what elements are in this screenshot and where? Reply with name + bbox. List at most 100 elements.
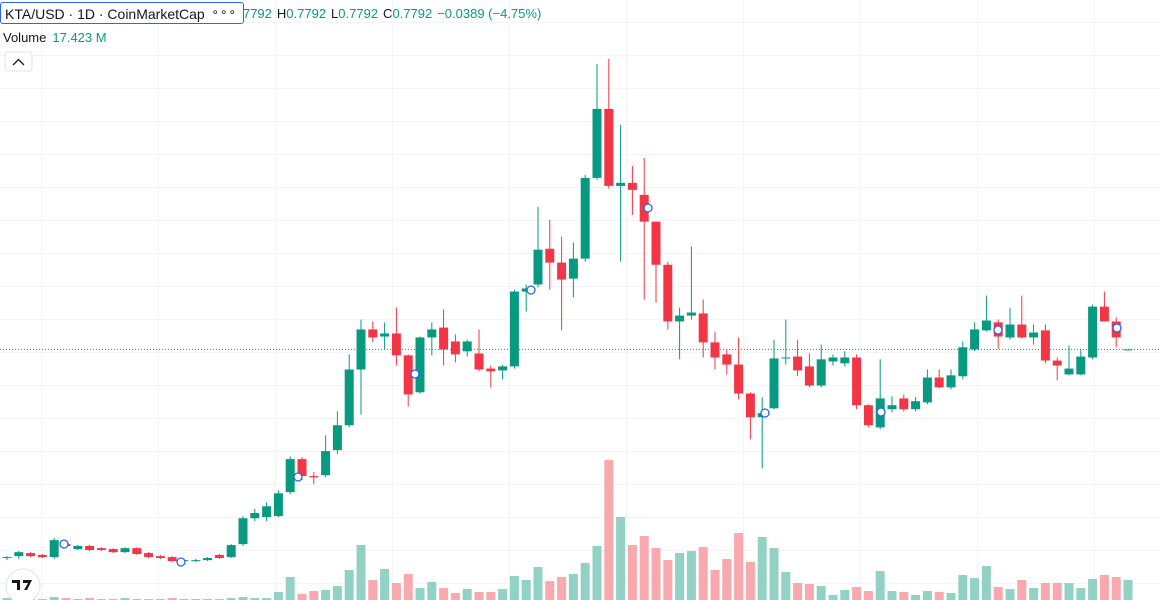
volume-bar bbox=[368, 580, 378, 600]
candle-body bbox=[1076, 356, 1086, 375]
volume-bar bbox=[604, 460, 614, 600]
event-marker[interactable] bbox=[760, 408, 770, 418]
candle-body bbox=[226, 545, 236, 558]
tv-logo[interactable] bbox=[5, 568, 41, 600]
candle-body bbox=[509, 291, 519, 367]
candle-body bbox=[781, 357, 791, 359]
logo-circle bbox=[5, 568, 41, 600]
event-marker[interactable] bbox=[293, 472, 303, 482]
candle-body bbox=[167, 557, 177, 562]
volume-bar bbox=[1029, 588, 1039, 600]
candle-body bbox=[734, 364, 744, 394]
symbol-box[interactable]: KTA/USD · 1D · CoinMarketCap ∘∘∘ bbox=[0, 2, 244, 24]
volume-bar bbox=[745, 561, 755, 600]
candle-body bbox=[899, 398, 909, 410]
more-button[interactable]: ∘∘∘ bbox=[211, 5, 237, 19]
volume-bar bbox=[332, 585, 342, 600]
candle-body bbox=[651, 221, 661, 265]
candle-body bbox=[1052, 360, 1062, 366]
volume-bar bbox=[450, 592, 460, 600]
candle-body bbox=[1064, 368, 1074, 375]
volume-bar bbox=[1005, 588, 1015, 600]
volume-bar bbox=[509, 575, 519, 600]
candle-body bbox=[450, 341, 460, 355]
volume-bar bbox=[757, 537, 767, 600]
volume-bar bbox=[85, 598, 95, 600]
volume-value: 17.423 M bbox=[52, 30, 107, 45]
volume-bar bbox=[380, 568, 390, 600]
volume-bar bbox=[639, 535, 649, 600]
candle-body bbox=[108, 549, 118, 553]
candle-body bbox=[863, 405, 873, 426]
volume-bar bbox=[415, 588, 425, 600]
candle-body bbox=[14, 552, 24, 557]
candle-body bbox=[238, 518, 248, 545]
volume-bar bbox=[144, 598, 154, 600]
ohlc-key: H bbox=[276, 6, 287, 21]
event-marker[interactable] bbox=[176, 557, 186, 567]
price-change: −0.0389 (−4.75%) bbox=[437, 6, 542, 21]
candle-body bbox=[604, 108, 614, 186]
volume-bar bbox=[663, 560, 673, 600]
candle-body bbox=[1099, 306, 1109, 322]
symbol: KTA/USD · 1D · CoinMarketCap bbox=[5, 6, 205, 22]
volume-bar bbox=[993, 587, 1003, 600]
candle-body bbox=[545, 248, 555, 263]
candle-body bbox=[37, 554, 47, 558]
volume-bar bbox=[155, 598, 165, 600]
event-marker[interactable] bbox=[1112, 323, 1122, 333]
volume-bar bbox=[828, 594, 838, 600]
candle-body bbox=[415, 337, 425, 393]
volume-bar bbox=[214, 598, 224, 600]
candle-body bbox=[710, 342, 720, 358]
ohlc-key: L bbox=[331, 6, 339, 21]
volume-bar bbox=[627, 544, 637, 600]
candle-body bbox=[96, 548, 106, 550]
event-marker[interactable] bbox=[526, 285, 536, 295]
ohlc-value: 0.7792 bbox=[338, 6, 379, 21]
volume-bar bbox=[769, 548, 779, 600]
candle-body bbox=[403, 355, 413, 395]
volume-bar bbox=[1123, 579, 1133, 600]
volume-bar bbox=[486, 591, 496, 600]
volume-bar bbox=[557, 577, 567, 600]
candle-body bbox=[686, 312, 696, 316]
volume-bar bbox=[1040, 582, 1050, 600]
volume-bar bbox=[191, 598, 201, 600]
candle-body bbox=[49, 540, 59, 558]
volume-bar bbox=[793, 582, 803, 600]
volume-bar bbox=[946, 592, 956, 600]
event-marker[interactable] bbox=[993, 325, 1003, 335]
event-marker[interactable] bbox=[59, 539, 69, 549]
collapse-button[interactable] bbox=[4, 51, 33, 72]
volume-bar bbox=[1088, 578, 1098, 600]
volume-bar bbox=[651, 548, 661, 600]
candle-body bbox=[368, 329, 378, 338]
volume-bar bbox=[911, 594, 921, 600]
candle-body bbox=[840, 357, 850, 364]
volume-bar bbox=[132, 598, 142, 600]
event-marker[interactable] bbox=[876, 407, 886, 417]
collapse-box[interactable] bbox=[4, 51, 33, 72]
candle-body bbox=[427, 329, 437, 338]
candle-body bbox=[85, 545, 95, 550]
volume-bar bbox=[250, 598, 260, 600]
candle-body bbox=[616, 182, 626, 186]
event-marker[interactable] bbox=[643, 203, 653, 213]
volume-bar bbox=[686, 551, 696, 600]
candle-body bbox=[297, 459, 307, 477]
candle-body bbox=[816, 359, 826, 386]
volume-bar bbox=[1052, 582, 1062, 600]
event-marker[interactable] bbox=[410, 369, 420, 379]
volume-bar bbox=[226, 598, 236, 600]
candle-body bbox=[922, 377, 932, 403]
volume-bar bbox=[262, 598, 272, 600]
volume-bar bbox=[887, 591, 897, 600]
ohlc-value: 0.7792 bbox=[286, 6, 327, 21]
candle-body bbox=[309, 476, 319, 478]
volume-bar bbox=[1099, 574, 1109, 600]
volume-bar bbox=[934, 591, 944, 600]
volume-bar bbox=[73, 598, 83, 600]
candle-body bbox=[144, 553, 154, 558]
